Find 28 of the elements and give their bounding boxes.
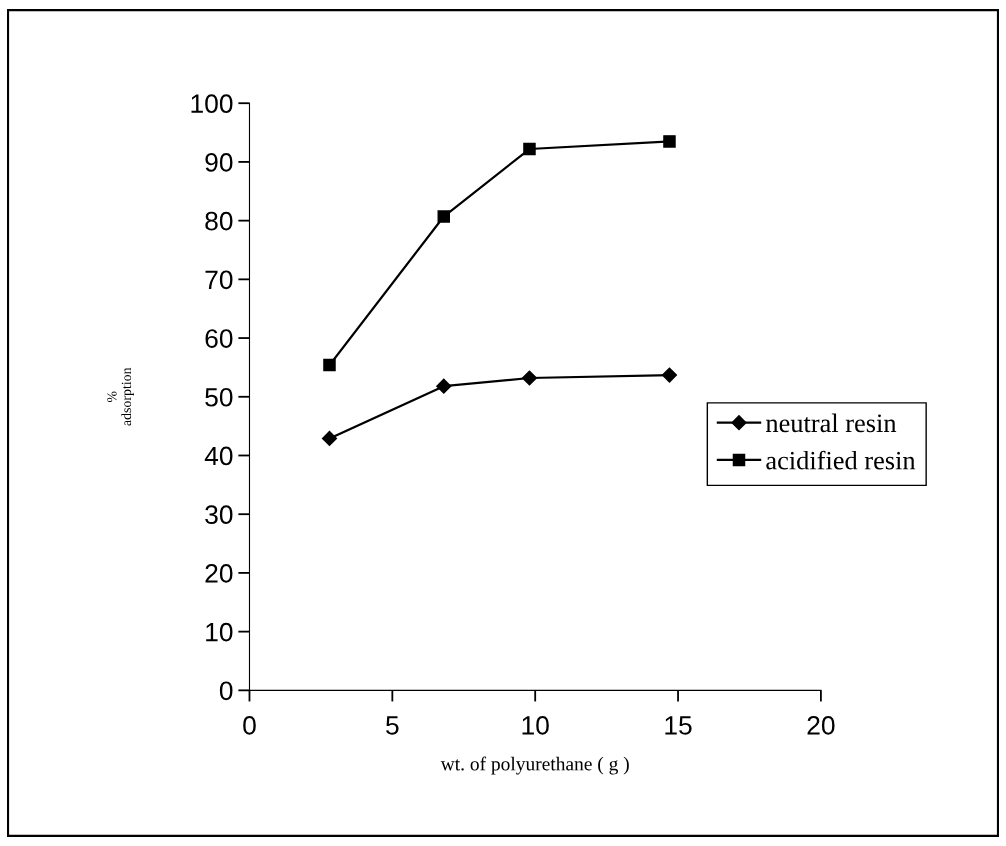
x-axis-title: wt. of polyurethane ( g ) [440,756,629,775]
point [521,370,538,386]
y-tick-label: 90 [205,153,233,172]
point [663,135,676,148]
legend-label: acidified resin [766,450,916,470]
y-tick-label: 30 [205,505,233,525]
point [661,367,678,383]
point [321,430,338,447]
y-tick-label: 50 [205,387,233,407]
y-tick-label: 20 [205,564,233,583]
y-tick-label: 40 [204,446,233,466]
point [437,210,451,223]
legend-label: neutral resin [766,413,897,433]
x-tick-label: 10 [522,716,549,735]
point [323,358,336,372]
y-tick-label: 80 [205,211,233,231]
point [436,378,452,394]
y-tick-label: 60 [205,329,233,348]
x-tick-label: 5 [386,716,399,735]
y-tick-label: 10 [206,622,233,642]
y-tick-label: 100 [191,94,233,114]
y-axis-title: % adsorption [107,367,134,426]
x-tick-label: 20 [807,716,835,735]
point [523,142,536,156]
y-tick-label: 70 [205,270,233,290]
x-tick-label: 15 [665,716,692,735]
y-tick-label: 0 [219,681,233,701]
x-tick-label: 0 [243,716,256,735]
